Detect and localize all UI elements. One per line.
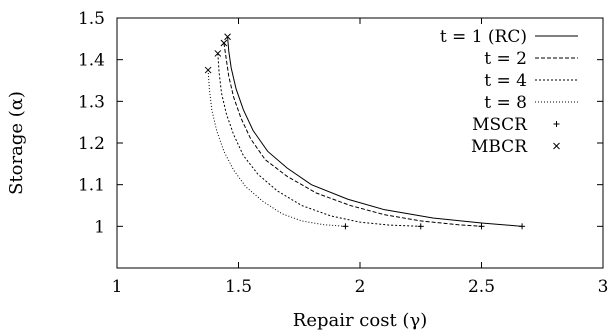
y-tick-label: 1.4 xyxy=(78,51,105,71)
series-line-1 xyxy=(227,36,523,227)
y-axis-label: Storage (α) xyxy=(6,91,27,195)
x-tick-label: 1.5 xyxy=(225,277,252,297)
legend-label-2: t = 2 xyxy=(484,49,527,69)
legend-label-mscr: MSCR xyxy=(472,115,528,135)
y-tick-label: 1 xyxy=(94,217,105,237)
x-tick-label: 2 xyxy=(355,277,366,297)
plot-frame xyxy=(116,17,604,269)
series-layer xyxy=(207,36,523,227)
legend-label-1: t = 1 (RC) xyxy=(440,27,527,47)
legend-label-mbcr: MBCR xyxy=(471,137,528,157)
mscr-point xyxy=(519,223,526,230)
series-line-4 xyxy=(207,70,346,227)
legend-label-4: t = 8 xyxy=(484,93,527,113)
series-line-2 xyxy=(223,42,482,227)
series-line-3 xyxy=(217,53,421,227)
mbcr-point xyxy=(204,66,212,74)
x-tick-label: 1 xyxy=(112,277,123,297)
x-tick-label: 3 xyxy=(598,277,609,297)
y-tick-label: 1.5 xyxy=(78,9,105,29)
legend-label-3: t = 4 xyxy=(484,71,527,91)
mscr-point xyxy=(342,223,349,230)
mbcr-point xyxy=(214,50,222,57)
x-axis-ticks: 1 1.5 2 2.5 3 xyxy=(112,18,609,297)
plot-area xyxy=(116,17,604,269)
mbcr-point xyxy=(220,39,228,47)
y-axis-ticks: 1 1.1 1.2 1.3 1.4 1.5 xyxy=(78,9,603,237)
legend-marker-mbcr xyxy=(553,142,560,150)
y-tick-label: 1.1 xyxy=(78,176,105,196)
x-axis-label: Repair cost (γ) xyxy=(293,310,427,331)
x-tick-label: 2.5 xyxy=(468,277,495,297)
points-layer xyxy=(204,33,526,230)
y-tick-label: 1.3 xyxy=(78,92,105,112)
legend-marker-mscr xyxy=(553,121,560,127)
mscr-point xyxy=(478,223,485,230)
mbcr-point xyxy=(224,33,231,41)
mscr-point xyxy=(417,223,424,230)
y-tick-label: 1.2 xyxy=(78,134,105,154)
